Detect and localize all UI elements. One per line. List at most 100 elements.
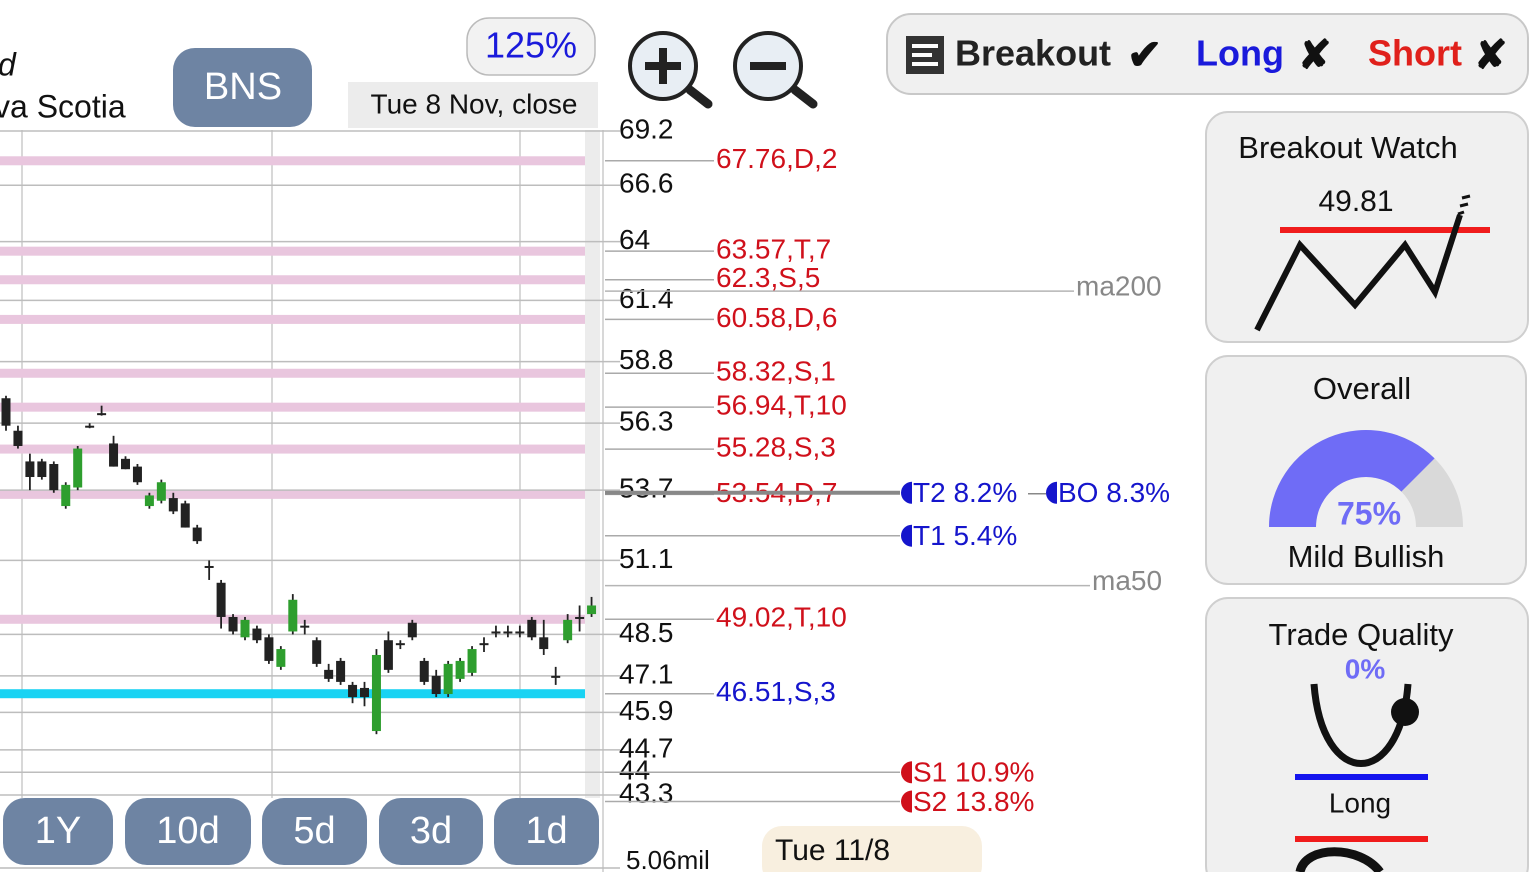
- candle-body: [551, 675, 561, 678]
- overall-verdict: Mild Bullish: [1288, 539, 1445, 574]
- candle-body: [276, 649, 286, 667]
- signal-label: Long: [1196, 33, 1284, 74]
- level-label: 46.51,S,3: [716, 676, 836, 707]
- candle-body: [312, 640, 322, 664]
- ticker-button[interactable]: [173, 48, 312, 127]
- zoom-level-button[interactable]: [466, 17, 596, 76]
- candle-body: [371, 654, 381, 732]
- y-tick-label: 56.3: [619, 406, 674, 437]
- signal-status: ✘: [1474, 34, 1508, 78]
- candle-body: [539, 637, 549, 650]
- candle-body: [288, 599, 298, 632]
- y-tick-label: 64: [619, 224, 650, 255]
- zoom-level[interactable]: 125%: [485, 25, 577, 66]
- candle-body: [395, 643, 405, 646]
- y-tick-label: 44: [619, 755, 650, 786]
- range-button[interactable]: [262, 798, 367, 865]
- gauge-fill: [1269, 430, 1435, 527]
- range-button[interactable]: [3, 798, 113, 865]
- candle-body: [479, 643, 489, 646]
- signal-status: ✘: [1298, 34, 1332, 78]
- y-tick-label: 43.3: [619, 777, 674, 808]
- level-band: [0, 402, 585, 412]
- trade-side: Long: [1329, 787, 1391, 818]
- range-button[interactable]: [494, 798, 599, 865]
- candle-body: [455, 660, 465, 679]
- level-band: [0, 275, 585, 285]
- candle-body: [300, 625, 310, 628]
- candle-body: [431, 675, 441, 695]
- candle-body: [180, 503, 190, 528]
- name-fragment: va Scotia: [0, 88, 126, 124]
- quality-icon: [1391, 698, 1419, 726]
- level-band: [0, 689, 585, 699]
- y-tick-label: 53.7: [619, 473, 674, 504]
- pattern-icon: [1254, 214, 1463, 332]
- level-band: [0, 368, 585, 378]
- y-tick-label: 58.8: [619, 344, 674, 375]
- candle-body: [348, 684, 358, 698]
- candle-body: [49, 464, 59, 491]
- candle-body: [324, 669, 334, 679]
- candle-body: [13, 430, 23, 447]
- candle-body: [37, 461, 47, 478]
- zoom-out[interactable]: [733, 31, 818, 109]
- candle-body: [587, 605, 597, 615]
- candle-body: [168, 498, 178, 512]
- range-button-label[interactable]: 5d: [293, 810, 335, 852]
- candle-body: [503, 631, 513, 634]
- overall-score: 75%: [1337, 495, 1401, 531]
- candle-body: [73, 448, 83, 488]
- candle-body: [1, 398, 11, 426]
- candle-body: [121, 458, 130, 470]
- candle-body: [85, 425, 95, 428]
- candle-body: [527, 619, 537, 638]
- panel-title: Breakout Watch: [1238, 130, 1457, 165]
- candle-body: [360, 687, 369, 698]
- target-label: BO 8.3%: [1058, 477, 1170, 508]
- candle-body: [228, 616, 238, 632]
- cursor-date: Tue 11/8: [775, 834, 890, 867]
- target-label: T1 5.4%: [913, 520, 1017, 551]
- signals-bar: [886, 13, 1529, 95]
- menu-icon[interactable]: [906, 36, 944, 74]
- level-label: 56.94,T,10: [716, 390, 847, 421]
- name-fragment: d: [0, 46, 17, 82]
- volume-label: 5.06mil: [626, 845, 710, 872]
- level-label: 55.28,S,3: [716, 431, 836, 462]
- level-label: 49.02,T,10: [716, 602, 847, 633]
- signal-label: Breakout: [955, 33, 1111, 74]
- target-marker: [901, 481, 912, 504]
- y-tick-label: 48.5: [619, 617, 674, 648]
- level-label: 63.57,T,7: [716, 234, 831, 265]
- range-button[interactable]: [379, 798, 483, 865]
- candle-body: [61, 484, 71, 507]
- indicator-label: ma50: [1092, 565, 1162, 596]
- candle-body: [264, 637, 274, 661]
- candle-body: [336, 660, 346, 682]
- target-marker: [1046, 481, 1057, 504]
- range-button-label[interactable]: 1d: [525, 810, 567, 852]
- level-label: 60.58,D,6: [716, 302, 837, 333]
- candle-body: [216, 582, 226, 617]
- candle-body: [252, 628, 262, 641]
- level-band: [0, 444, 585, 454]
- breakout-price: 49.81: [1318, 185, 1393, 218]
- date-box: [348, 82, 598, 128]
- candle-body: [97, 413, 107, 416]
- level-band: [0, 489, 585, 499]
- ticker[interactable]: BNS: [204, 66, 282, 108]
- range-button-label[interactable]: 10d: [156, 810, 219, 852]
- range-button-label[interactable]: 3d: [410, 810, 452, 852]
- target-marker: [901, 790, 912, 813]
- level-label: 62.3,S,5: [716, 262, 820, 293]
- trade-quality-panel: [1205, 597, 1529, 872]
- indicator-label: ma200: [1076, 271, 1162, 302]
- range-button-label[interactable]: 1Y: [35, 810, 81, 852]
- price-chart: 69.2 66.6 64 61.4 58.8 56.3 53.7 51.1 48.5 47.1 45…: [0, 113, 1170, 817]
- zoom-in[interactable]: [628, 31, 713, 109]
- candle-body: [491, 631, 501, 634]
- target-marker: [901, 761, 912, 784]
- range-button[interactable]: [125, 798, 251, 865]
